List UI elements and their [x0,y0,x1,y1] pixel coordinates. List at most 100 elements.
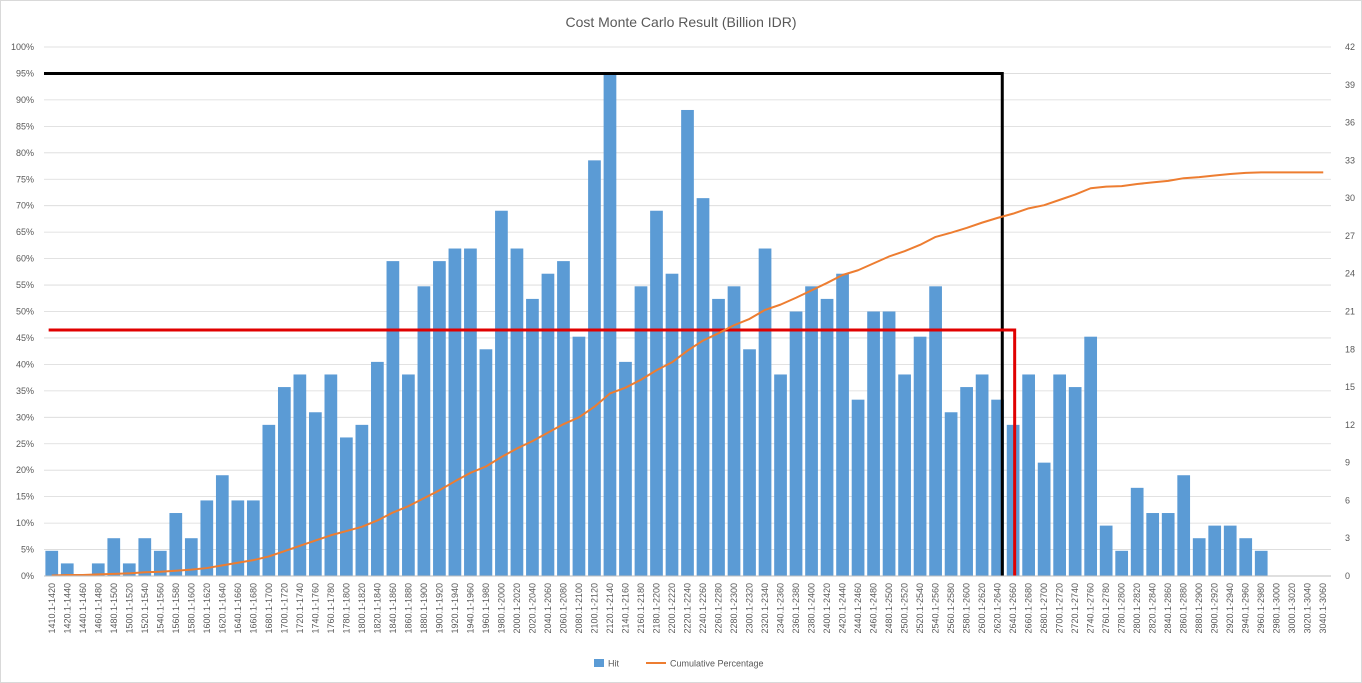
hit-bar [1239,538,1253,576]
x-tick-label: 2080.1-2100 [574,583,584,634]
secondary-y-tick-label: 21 [1345,307,1355,317]
hit-bar [836,273,849,576]
hit-bar [929,286,942,576]
hit-bar [231,500,245,576]
hit-bar [1130,487,1144,576]
hit-bar [758,248,772,576]
x-tick-label: 2620.1-2640 [993,583,1003,634]
x-tick-label: 1500.1-1520 [124,583,134,634]
x-tick-label: 2260.1-2280 [714,583,724,634]
x-tick-label: 1410.1-1420 [47,583,57,634]
secondary-y-tick-label: 18 [1345,344,1355,354]
x-tick-label: 2140.1-2160 [620,583,630,634]
primary-y-tick-label: 70% [16,201,34,211]
hit-bar [371,361,384,576]
hit-bars [45,72,1268,576]
legend: Hit Cumulative Percentage [594,659,764,669]
hit-bar [308,412,322,576]
primary-y-tick-label: 95% [16,68,34,78]
primary-y-tick-label: 15% [16,492,34,502]
legend-swatch-hit [594,659,604,667]
hit-bar [789,311,803,576]
hit-bar [1115,550,1129,576]
x-tick-label: 1420.1-1440 [62,583,72,634]
x-tick-label: 2460.1-2480 [869,583,879,634]
x-tick-label: 1840.1-1860 [388,583,398,634]
hit-bar [355,424,369,576]
x-tick-label: 1720.1-1740 [295,583,305,634]
x-tick-label: 1660.1-1680 [248,583,258,634]
secondary-y-tick-label: 30 [1345,193,1355,203]
hit-bar [215,475,229,576]
primary-y-tick-label: 75% [16,174,34,184]
x-tick-label: 1580.1-1600 [186,583,196,634]
x-tick-label: 1540.1-1560 [155,583,165,634]
x-tick-label: 2660.1-2680 [1024,583,1034,634]
hit-bar [1006,424,1020,576]
x-tick-label: 2100.1-2120 [589,583,599,634]
hit-bar [169,513,183,576]
x-tick-label: 2300.1-2320 [745,583,755,634]
hit-bar [619,361,632,576]
x-tick-label: 2400.1-2420 [822,583,832,634]
hit-bar [805,286,818,576]
hit-bar [681,109,694,576]
hit-bar [820,298,834,576]
x-tick-label: 2280.1-2300 [729,583,739,634]
x-tick-label: 2040.1-2060 [543,583,553,634]
hit-bar [588,160,601,576]
x-tick-label: 1940.1-1960 [465,583,475,634]
primary-y-tick-label: 10% [16,518,34,528]
x-tick-label: 2740.1-2760 [1086,583,1096,634]
x-tick-label: 1640.1-1660 [233,583,243,634]
hit-bar [479,349,493,576]
hit-bar [153,550,167,576]
secondary-y-tick-label: 42 [1345,42,1355,52]
hit-bar [246,500,260,576]
x-tick-label: 2360.1-2380 [791,583,801,634]
x-tick-label: 2580.1-2600 [962,583,972,634]
hit-bar [1223,525,1237,576]
hit-bar [665,273,679,576]
hit-bar [696,198,710,576]
x-tick-label: 1460.1-1480 [93,583,103,634]
x-tick-label: 2020.1-2040 [527,583,537,634]
hit-bar [138,538,152,576]
secondary-y-tick-label: 33 [1345,155,1355,165]
primary-y-tick-label: 90% [16,95,34,105]
hit-bar [1037,462,1051,576]
reference-line [48,328,1017,576]
x-tick-label: 2940.1-2960 [1241,583,1251,634]
x-tick-label: 2760.1-2780 [1101,583,1111,634]
hit-bar [526,298,539,576]
primary-y-tick-label: 55% [16,280,34,290]
secondary-y-tick-label: 27 [1345,231,1355,241]
hit-bar [1146,513,1160,576]
hit-bar [184,538,198,576]
hit-bar [774,374,787,576]
x-tick-label: 2340.1-2360 [776,583,786,634]
x-tick-label: 2700.1-2720 [1055,583,1065,634]
secondary-y-tick-label: 6 [1345,495,1350,505]
hit-bar [448,248,462,576]
x-tick-label: 2840.1-2860 [1163,583,1173,634]
hit-bar [386,261,400,576]
legend-label-cumulative: Cumulative Percentage [670,659,764,669]
chart-title: Cost Monte Carlo Result (Billion IDR) [565,14,796,30]
x-tick-label: 2000.1-2020 [512,583,522,634]
x-tick-label: 2160.1-2180 [636,583,646,634]
x-tick-label: 2520.1-2540 [915,583,925,634]
x-tick-label: 1780.1-1800 [341,583,351,634]
x-tick-label: 3040.1-3060 [1318,583,1328,634]
x-tick-label: 1900.1-1920 [434,583,444,634]
hit-bar [464,248,477,576]
primary-y-tick-label: 30% [16,412,34,422]
x-tick-label: 2060.1-2080 [558,583,568,634]
cumulative-line [51,171,1324,577]
x-tick-label: 2720.1-2740 [1070,583,1080,634]
x-tick-label: 2440.1-2460 [853,583,863,634]
x-tick-label: 2180.1-2200 [651,583,661,634]
hit-bar [913,336,927,576]
hit-bar [944,412,958,576]
